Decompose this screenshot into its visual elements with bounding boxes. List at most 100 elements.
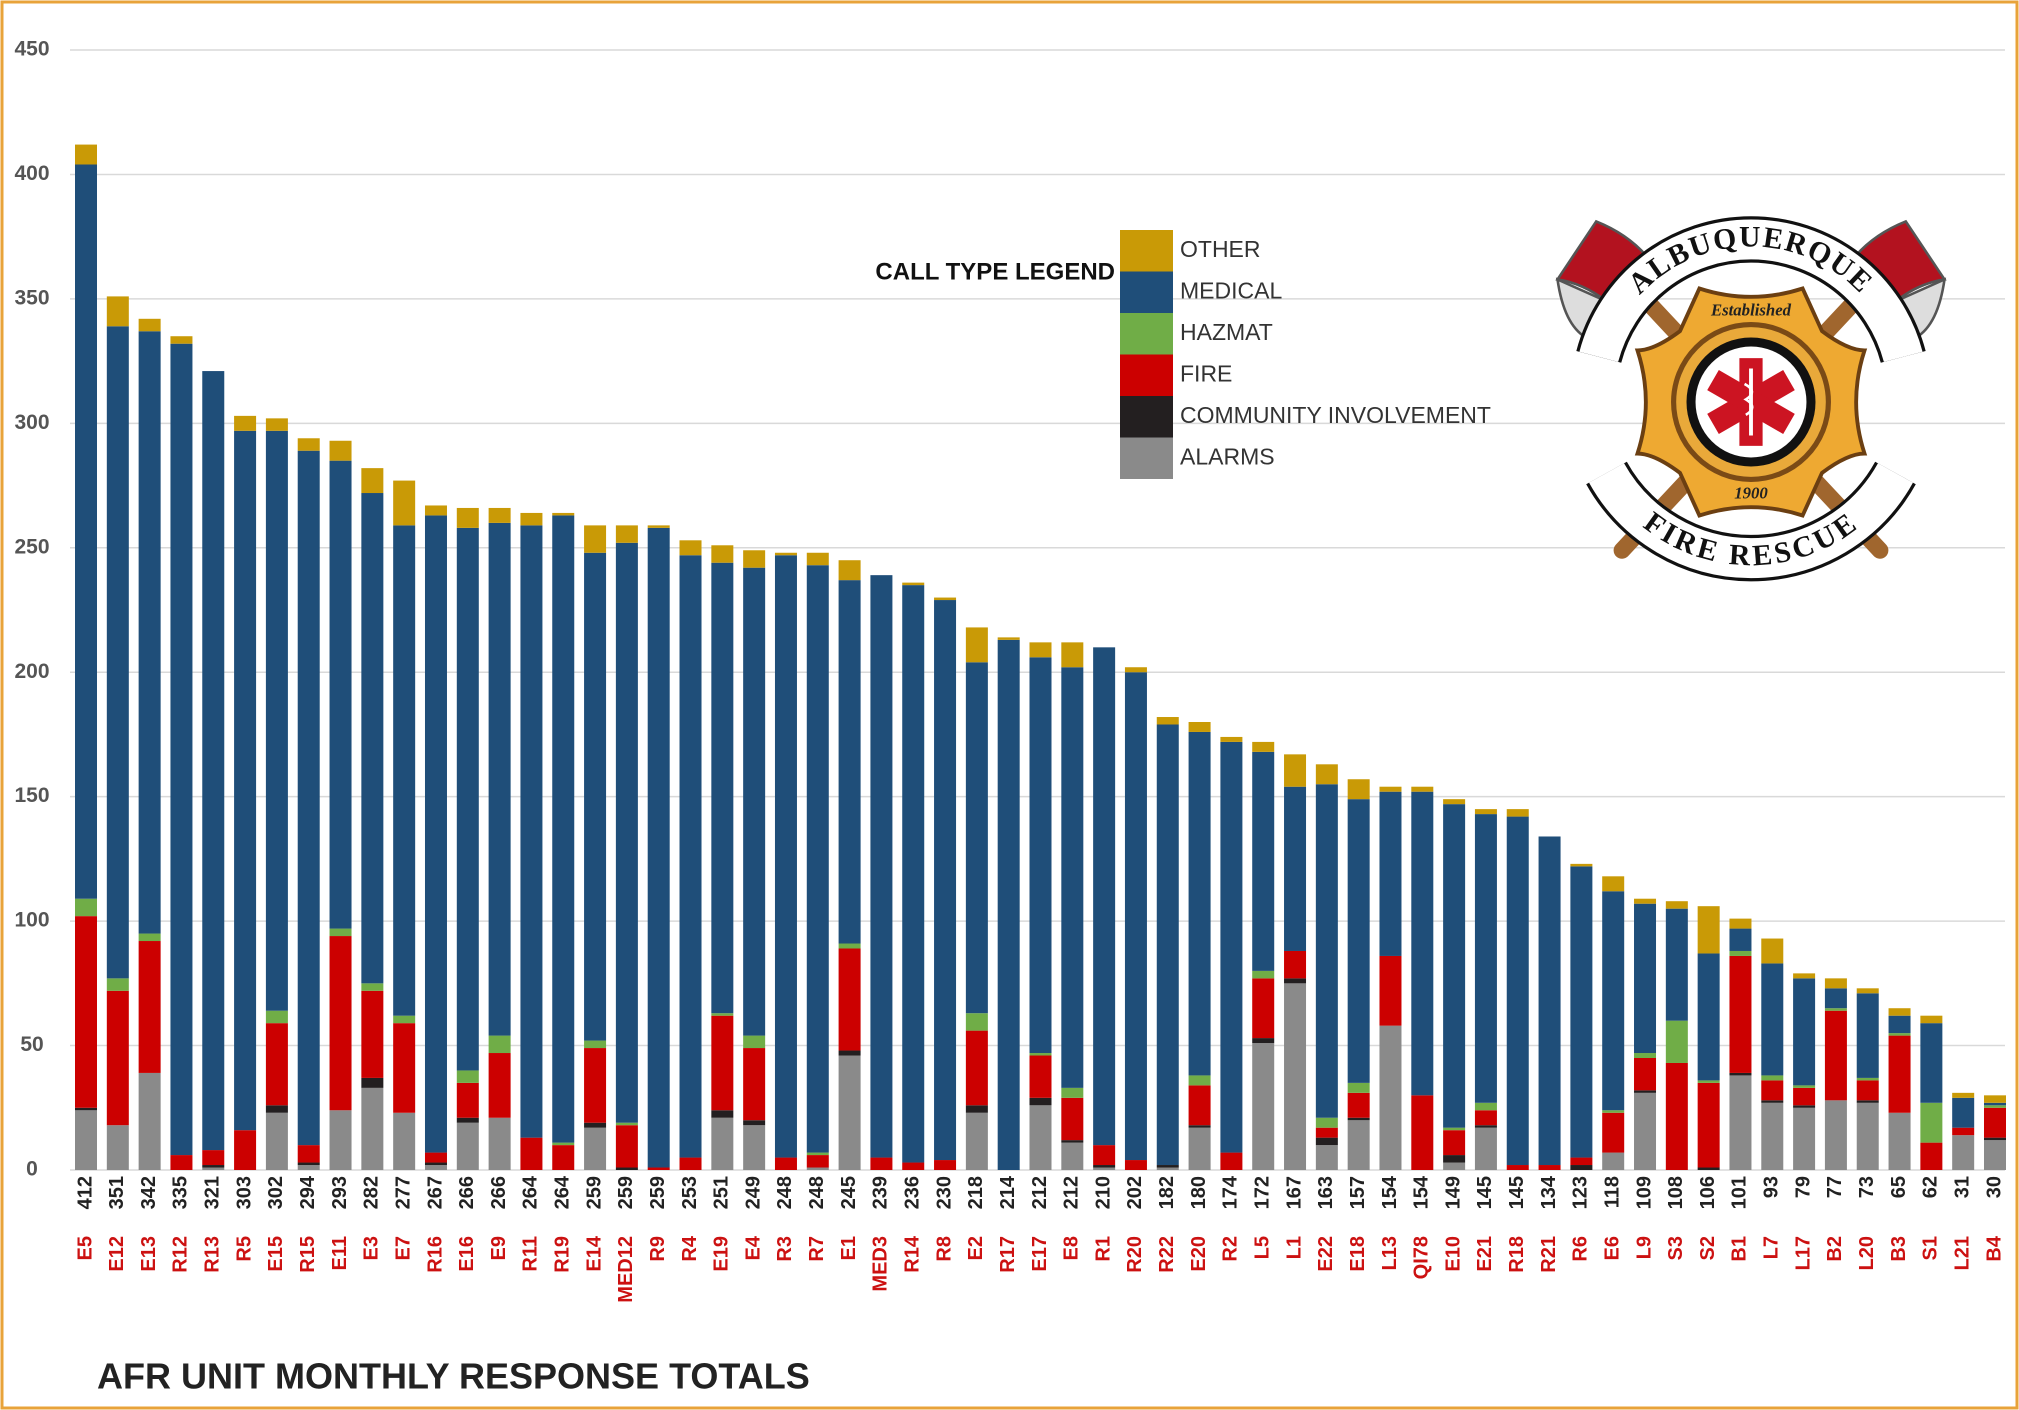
category-label: S2 — [1697, 1236, 1719, 1260]
bar-segment — [1665, 901, 1688, 909]
category-label: E10 — [1442, 1236, 1464, 1272]
bar-segment — [838, 1050, 861, 1056]
legend-swatch — [1120, 271, 1173, 313]
bar-segment — [743, 567, 766, 1036]
bar-segment — [615, 1167, 638, 1170]
bar-segment — [1443, 1155, 1466, 1163]
bar-segment — [265, 418, 288, 431]
bar-segment — [1093, 1167, 1116, 1170]
bar-segment — [870, 575, 893, 1158]
bar-segment — [1029, 657, 1052, 1054]
bar-segment — [1284, 983, 1307, 1170]
category-label: B3 — [1888, 1236, 1910, 1262]
category-label: L1 — [1283, 1236, 1305, 1259]
bar-segment — [361, 1077, 384, 1088]
y-tick-label: 350 — [14, 286, 49, 309]
bar-segment — [520, 512, 543, 526]
bar-segment — [106, 1125, 129, 1170]
bar-segment — [1029, 1105, 1052, 1170]
bar-segment — [170, 336, 193, 344]
bar-segment — [711, 545, 734, 563]
bar-segment — [1888, 1033, 1911, 1036]
total-label: 149 — [1442, 1176, 1464, 1209]
legend-swatch — [1120, 313, 1173, 355]
category-label: MED3 — [870, 1236, 892, 1292]
bar-segment — [679, 1157, 702, 1170]
bar-segment — [1602, 1110, 1625, 1113]
bar-segment — [202, 1150, 225, 1166]
category-label: R5 — [233, 1236, 255, 1262]
bar-segment — [1952, 1097, 1975, 1128]
bar-segment — [1252, 978, 1275, 1039]
bar-segment — [202, 1165, 225, 1168]
bar-segment — [1411, 791, 1434, 1096]
bar-segment — [1729, 928, 1752, 951]
bar-segment — [1697, 1082, 1720, 1168]
bar-segment — [1188, 1075, 1211, 1086]
bar-segment — [1824, 978, 1847, 989]
total-label: 101 — [1729, 1176, 1751, 1209]
y-tick-label: 250 — [14, 535, 49, 558]
category-label: R12 — [170, 1236, 192, 1273]
category-label: R22 — [1156, 1236, 1178, 1273]
bar-segment — [106, 990, 129, 1126]
bar-segment — [1856, 1077, 1879, 1081]
total-label: 302 — [265, 1176, 287, 1209]
bar-segment — [297, 450, 320, 1146]
y-tick-label: 0 — [26, 1158, 38, 1181]
total-label: 212 — [1061, 1176, 1083, 1209]
category-label: L7 — [1761, 1236, 1783, 1259]
bar-segment — [1252, 751, 1275, 971]
bar-segment — [329, 936, 352, 1111]
category-label: E4 — [742, 1235, 764, 1260]
bar-segment — [1124, 672, 1147, 1161]
category-label: R11 — [520, 1236, 542, 1272]
bar-segment — [1061, 1097, 1084, 1141]
bar-segment — [1443, 1127, 1466, 1131]
bar-segment — [1506, 816, 1529, 1166]
total-label: 239 — [870, 1176, 892, 1209]
bar-segment — [488, 1117, 511, 1170]
bar-segment — [934, 597, 957, 601]
category-label: L20 — [1856, 1236, 1878, 1270]
bar-segment — [1315, 784, 1338, 1118]
bar-segment — [997, 637, 1020, 640]
bar-segment — [1634, 1092, 1657, 1170]
y-tick-label: 300 — [14, 411, 49, 434]
category-label: E20 — [1188, 1236, 1210, 1272]
bar-segment — [1984, 1095, 2006, 1103]
category-label: E18 — [1347, 1236, 1369, 1272]
bar-segment — [1506, 809, 1529, 817]
total-label: 180 — [1188, 1176, 1210, 1209]
legend-label: ALARMS — [1180, 443, 1275, 469]
total-label: 65 — [1888, 1176, 1910, 1198]
bar-segment — [1411, 1095, 1434, 1170]
bar-segment — [1220, 741, 1243, 1153]
bar-segment — [1761, 938, 1784, 964]
total-label: 154 — [1411, 1175, 1433, 1209]
category-label: E13 — [138, 1236, 160, 1272]
bar-segment — [1888, 1112, 1911, 1170]
bar-segment — [488, 507, 511, 523]
total-label: 106 — [1697, 1176, 1719, 1209]
category-label: S1 — [1920, 1236, 1942, 1260]
bar-segment — [1474, 1125, 1497, 1128]
total-label: 31 — [1951, 1176, 1973, 1198]
total-label: 134 — [1538, 1175, 1560, 1209]
bar-segment — [1634, 1053, 1657, 1058]
bar-segment — [1443, 1130, 1466, 1156]
total-label: 342 — [138, 1176, 160, 1209]
bar-segment — [679, 555, 702, 1158]
category-label: E1 — [838, 1236, 860, 1260]
bar-segment — [1761, 963, 1784, 1076]
bar-segment — [265, 1112, 288, 1170]
bar-segment — [1984, 1107, 2006, 1138]
bar-segment — [806, 552, 829, 566]
bar-segment — [1793, 1107, 1816, 1170]
bar-segment — [838, 580, 861, 944]
legend-label: OTHER — [1180, 236, 1261, 262]
category-label: QI78 — [1411, 1236, 1433, 1279]
bar-segment — [1888, 1008, 1911, 1016]
bar-segment — [1952, 1127, 1975, 1136]
